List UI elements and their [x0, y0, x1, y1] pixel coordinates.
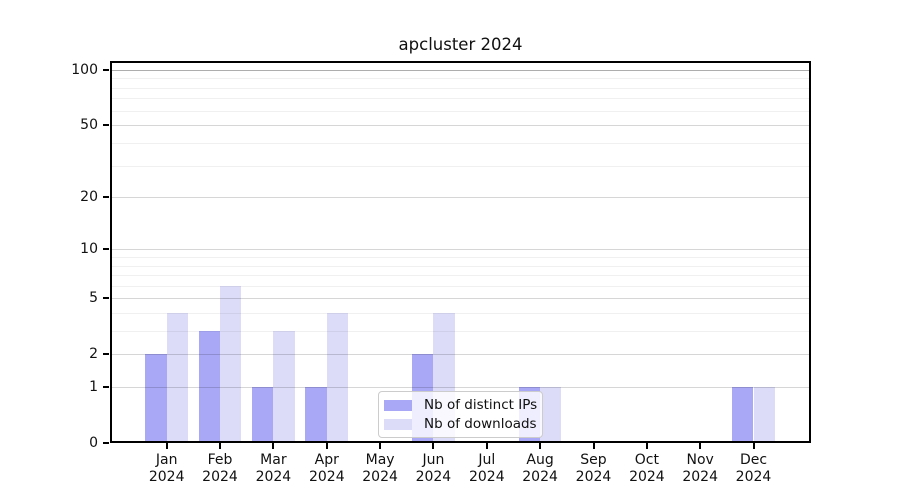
y-tick-label: 2 [89, 346, 98, 363]
x-tick-mark [752, 443, 755, 449]
x-tick-label-sep: Sep 2024 [575, 452, 612, 485]
bar-apr-downloads [326, 313, 349, 444]
x-tick-mark [165, 443, 168, 449]
minor-gridline [112, 165, 809, 167]
legend-row: Nb of distinct IPs [379, 397, 542, 413]
y-tick-label: 100 [71, 61, 98, 78]
major-gridline [112, 197, 809, 198]
y-tick-label: 0 [89, 435, 98, 452]
x-tick-mark [432, 443, 435, 449]
y-tick-mark [103, 386, 109, 389]
y-tick-mark [103, 248, 109, 251]
bar-dec-downloads [753, 387, 775, 444]
bar-mar-ips [252, 387, 274, 444]
y-tick-mark [103, 124, 109, 127]
x-tick-mark [219, 443, 221, 449]
legend-row: Nb of downloads [379, 416, 542, 432]
legend-swatch-distinct-ips [384, 399, 412, 411]
x-tick-label-dec: Dec 2024 [735, 452, 772, 485]
x-tick-mark [485, 443, 488, 449]
x-tick-label-may: May 2024 [362, 452, 398, 485]
major-gridline [112, 387, 809, 389]
y-tick-mark [103, 442, 109, 445]
minor-gridline [112, 265, 809, 267]
chart-title: apcluster 2024 [398, 35, 523, 54]
minor-gridline [112, 313, 809, 315]
major-gridline [112, 354, 809, 356]
minor-gridline [112, 78, 809, 80]
x-tick-label-jun: Jun 2024 [415, 452, 452, 485]
x-tick-mark [539, 443, 542, 449]
y-tick-mark [103, 297, 109, 300]
major-gridline [112, 249, 809, 251]
legend-swatch-downloads [384, 418, 412, 430]
y-tick-mark [103, 353, 109, 356]
x-tick-mark [379, 443, 382, 449]
major-gridline [112, 298, 809, 300]
major-gridline [112, 125, 809, 127]
legend-label: Nb of downloads [424, 416, 537, 432]
x-tick-label-mar: Mar 2024 [255, 452, 292, 485]
minor-gridline [112, 331, 809, 333]
y-tick-mark [103, 68, 109, 71]
minor-gridline [112, 142, 809, 144]
x-tick-label-nov: Nov 2024 [682, 452, 718, 485]
bar-apr-ips [305, 387, 327, 444]
x-tick-mark [325, 443, 328, 449]
minor-gridline [112, 285, 809, 287]
x-tick-mark [272, 443, 275, 449]
bar-feb-ips [198, 331, 220, 444]
x-tick-label-feb: Feb 2024 [202, 452, 238, 485]
bar-feb-downloads [220, 285, 242, 444]
x-tick-mark [699, 443, 702, 449]
x-tick-label-oct: Oct 2024 [629, 452, 665, 485]
y-tick-label: 1 [89, 379, 98, 396]
y-tick-label: 10 [80, 241, 98, 258]
x-tick-label-aug: Aug 2024 [522, 452, 558, 485]
minor-gridline [112, 275, 809, 277]
bar-dec-ips [732, 387, 754, 444]
minor-gridline [112, 257, 809, 258]
legend-label: Nb of distinct IPs [424, 397, 538, 413]
x-tick-mark [592, 443, 595, 449]
y-tick-mark [103, 196, 109, 198]
y-tick-label: 5 [89, 290, 98, 307]
x-tick-label-jan: Jan 2024 [148, 452, 185, 485]
legend: Nb of distinct IPs Nb of downloads [378, 391, 543, 438]
minor-gridline [112, 110, 809, 112]
bar-jan-downloads [166, 313, 189, 444]
bar-jan-ips [145, 354, 167, 444]
x-tick-label-apr: Apr 2024 [308, 452, 345, 485]
y-tick-label: 20 [80, 189, 98, 205]
bar-mar-downloads [273, 331, 295, 444]
y-tick-label: 50 [80, 117, 98, 134]
x-tick-mark [645, 443, 648, 449]
x-tick-label-jul: Jul 2024 [468, 452, 505, 485]
minor-gridline [112, 98, 809, 100]
major-gridline [112, 69, 809, 71]
minor-gridline [112, 87, 809, 89]
bar-aug-downloads [540, 387, 562, 444]
